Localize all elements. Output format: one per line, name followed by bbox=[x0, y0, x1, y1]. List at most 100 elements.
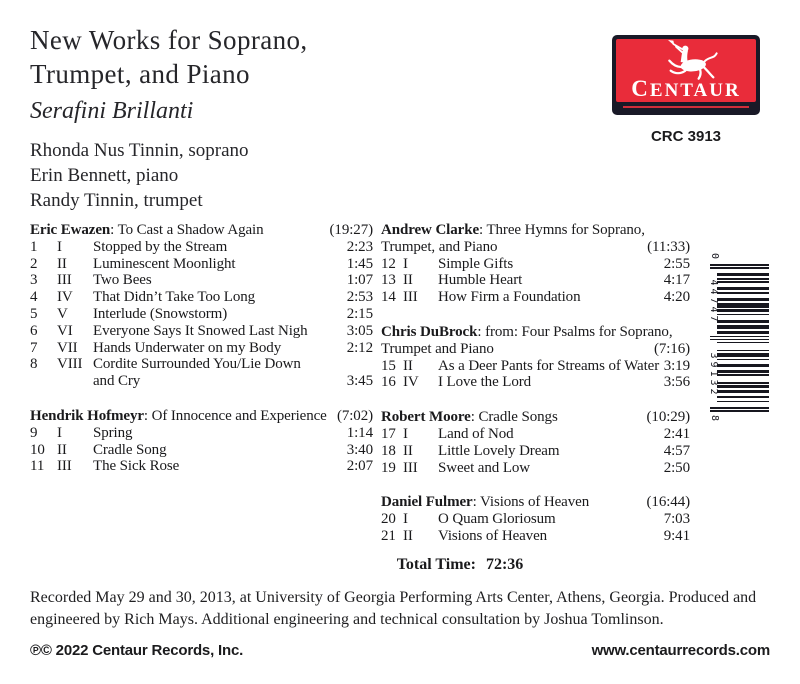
composer-name: Robert Moore bbox=[381, 409, 471, 426]
track-row: 13 II Humble Heart 4:17 bbox=[381, 272, 690, 289]
work-duration: (19:27) bbox=[329, 222, 374, 238]
track-number: 14 bbox=[381, 289, 396, 306]
barcode-bar bbox=[717, 313, 769, 316]
barcode-bar bbox=[717, 288, 769, 291]
movement-numeral: I bbox=[403, 255, 408, 272]
track-time: 2:15 bbox=[346, 305, 373, 322]
works-column-left: Eric Ewazen: To Cast a Shadow Again (19:2… bbox=[30, 222, 373, 493]
track-title: Visions of Heaven bbox=[438, 527, 548, 544]
track-number: 12 bbox=[381, 255, 396, 272]
track-time: 4:20 bbox=[663, 289, 690, 306]
movement-numeral: I bbox=[57, 424, 62, 441]
movement-numeral: III bbox=[403, 459, 418, 476]
website-text: www.centaurrecords.com bbox=[591, 642, 771, 659]
barcode-bar bbox=[717, 400, 769, 403]
track-time: 2:07 bbox=[346, 458, 373, 475]
barcode-bar bbox=[717, 305, 769, 308]
track-number: 7 bbox=[30, 339, 38, 356]
track-row: 4 IV That Didn’t Take Too Long 2:53 bbox=[30, 289, 373, 306]
work-section: Robert Moore: Cradle Songs (10:29) 17 I Land… bbox=[381, 409, 690, 476]
movement-numeral: IV bbox=[403, 374, 419, 391]
track-title: O Quam Gloriosum bbox=[438, 511, 556, 528]
work-title-continued: Trumpet and Piano bbox=[381, 340, 494, 357]
work-header: Hendrik Hofmeyr: Of Innocence and Experi… bbox=[30, 408, 373, 425]
movement-numeral: II bbox=[403, 272, 413, 289]
track-title: Spring bbox=[93, 424, 133, 441]
work-header: Andrew Clarke: Three Hymns for Soprano, bbox=[381, 222, 690, 239]
works-column-right: Andrew Clarke: Three Hymns for Soprano, T… bbox=[381, 222, 690, 563]
movement-numeral: III bbox=[57, 272, 72, 289]
movement-numeral: VIII bbox=[57, 356, 83, 373]
track-number: 4 bbox=[30, 289, 38, 306]
movement-numeral: VII bbox=[57, 339, 78, 356]
work-section: Chris DuBrock: from: Four Psalms for Sop… bbox=[381, 324, 690, 391]
work-duration: (7:16) bbox=[653, 340, 690, 357]
barcode-bar bbox=[710, 267, 769, 269]
barcode-bar bbox=[717, 321, 769, 324]
barcode-bar bbox=[717, 355, 769, 358]
movement-numeral: IV bbox=[57, 289, 73, 306]
movement-numeral: II bbox=[403, 357, 413, 374]
movement-numeral: I bbox=[403, 425, 408, 442]
barcode: 0 44747 39132 8 bbox=[705, 252, 769, 422]
barcode-bar bbox=[717, 358, 769, 361]
track-number: 21 bbox=[381, 527, 396, 544]
work-section: Hendrik Hofmeyr: Of Innocence and Experi… bbox=[30, 408, 373, 475]
track-title: The Sick Rose bbox=[93, 458, 180, 475]
work-header-line-2: Trumpet and Piano (7:16) bbox=[381, 341, 690, 358]
track-time: 1:45 bbox=[346, 255, 373, 272]
movement-numeral: III bbox=[57, 458, 72, 475]
work-header: Chris DuBrock: from: Four Psalms for Sop… bbox=[381, 324, 690, 341]
barcode-bar bbox=[717, 327, 769, 330]
movement-numeral: II bbox=[403, 527, 413, 544]
track-title: Cradle Song bbox=[93, 441, 167, 458]
total-time: Total Time: 72:36 bbox=[150, 556, 770, 574]
track-title: As a Deer Pants for Streams of Water bbox=[438, 357, 660, 374]
track-title: Interlude (Snowstorm) bbox=[93, 305, 228, 322]
track-title: Everyone Says It Snowed Last Nigh bbox=[93, 322, 308, 339]
movement-numeral: I bbox=[403, 511, 408, 528]
track-number: 8 bbox=[30, 356, 38, 373]
track-title: Sweet and Low bbox=[438, 459, 531, 476]
track-title: Hands Underwater on my Body bbox=[93, 339, 282, 356]
barcode-left-digit: 0 bbox=[709, 253, 720, 260]
barcode-bar bbox=[717, 332, 769, 334]
track-title: I Love the Lord bbox=[438, 374, 532, 391]
track-title: Land of Nod bbox=[438, 425, 514, 442]
track-time: 2:12 bbox=[346, 339, 373, 356]
track-time: 2:41 bbox=[663, 425, 690, 442]
performer-piano: Erin Bennett, piano bbox=[30, 165, 179, 186]
barcode-bar bbox=[717, 365, 769, 367]
barcode-group-1: 44747 bbox=[708, 279, 719, 325]
track-row: 10 II Cradle Song 3:40 bbox=[30, 442, 373, 459]
track-time: 7:03 bbox=[663, 511, 690, 528]
barcode-bar bbox=[717, 274, 769, 277]
barcode-bar bbox=[710, 264, 769, 266]
barcode-bar bbox=[717, 396, 769, 398]
barcode-bar bbox=[717, 277, 769, 280]
track-number: 11 bbox=[30, 458, 45, 475]
movement-numeral bbox=[57, 373, 93, 390]
barcode-bar bbox=[717, 349, 769, 352]
track-row: 14 III How Firm a Foundation 4:20 bbox=[381, 289, 690, 306]
track-row: 9 I Spring 1:14 bbox=[30, 425, 373, 442]
album-title-line-2: Trumpet, and Piano bbox=[30, 59, 250, 89]
work-section: Andrew Clarke: Three Hymns for Soprano, T… bbox=[381, 222, 690, 306]
composer-name: Eric Ewazen bbox=[30, 222, 111, 238]
work-title: Eric Ewazen: To Cast a Shadow Again bbox=[30, 222, 264, 238]
work-header: Robert Moore: Cradle Songs (10:29) bbox=[381, 409, 690, 426]
total-time-label: Total Time: bbox=[396, 556, 476, 573]
movement-numeral: II bbox=[403, 442, 413, 459]
work-title: Daniel Fulmer: Visions of Heaven bbox=[381, 494, 590, 511]
work-section: Daniel Fulmer: Visions of Heaven (16:44) 2… bbox=[381, 494, 690, 544]
copyright-text: ℗© 2022 Centaur Records, Inc. bbox=[30, 642, 244, 659]
centaur-wordmark: CENTAUR bbox=[631, 76, 741, 101]
track-row: 11 III The Sick Rose 2:07 bbox=[30, 458, 373, 475]
composer-name: Chris DuBrock bbox=[381, 323, 478, 340]
work-title: Robert Moore: Cradle Songs bbox=[381, 409, 558, 426]
track-number: 17 bbox=[381, 425, 396, 442]
track-title: and Cry bbox=[93, 373, 141, 390]
track-row: 3 III Two Bees 1:07 bbox=[30, 272, 373, 289]
track-title: Simple Gifts bbox=[438, 255, 514, 272]
track-row: 18 II Little Lovely Dream 4:57 bbox=[381, 443, 690, 460]
